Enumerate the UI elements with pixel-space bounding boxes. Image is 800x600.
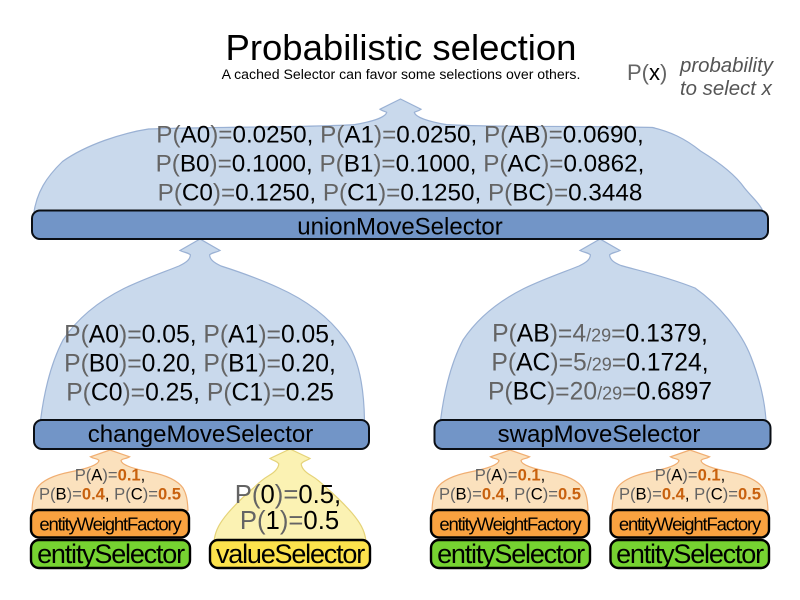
- svg-text:entityWeightFactory: entityWeightFactory: [439, 514, 582, 535]
- svg-text:P(0)=0.5,: P(0)=0.5,: [235, 481, 341, 509]
- svg-text:P(C0)=0.25, P(C1)=0.25: P(C0)=0.25, P(C1)=0.25: [66, 380, 334, 407]
- svg-text:P(A0)=0.0250, P(A1)=0.0250, P(: P(A0)=0.0250, P(A1)=0.0250, P(AB)=0.0690…: [156, 122, 643, 149]
- svg-text:P(AB)=4/29=0.1379,: P(AB)=4/29=0.1379,: [492, 321, 708, 348]
- svg-text:entityWeightFactory: entityWeightFactory: [619, 514, 762, 535]
- svg-text:to select x: to select x: [680, 78, 773, 100]
- svg-text:P(A)=0.1,: P(A)=0.1,: [475, 466, 546, 485]
- svg-text:Probabilistic selection: Probabilistic selection: [226, 27, 577, 68]
- svg-text:P(B)=0.4, P(C)=0.5: P(B)=0.4, P(C)=0.5: [39, 485, 181, 504]
- svg-text:entitySelector: entitySelector: [37, 539, 185, 569]
- svg-text:swapMoveSelector: swapMoveSelector: [498, 421, 701, 448]
- svg-text:P(A0)=0.05, P(A1)=0.05,: P(A0)=0.05, P(A1)=0.05,: [64, 322, 336, 349]
- svg-text:unionMoveSelector: unionMoveSelector: [297, 214, 502, 241]
- svg-text:P(x): P(x): [627, 60, 667, 85]
- svg-text:entityWeightFactory: entityWeightFactory: [39, 514, 182, 535]
- svg-text:P(1)=0.5: P(1)=0.5: [240, 507, 339, 535]
- svg-text:entitySelector: entitySelector: [437, 539, 585, 569]
- svg-text:P(B)=0.4, P(C)=0.5: P(B)=0.4, P(C)=0.5: [439, 485, 581, 504]
- svg-text:valueSelector: valueSelector: [216, 539, 365, 569]
- svg-text:changeMoveSelector: changeMoveSelector: [88, 421, 313, 448]
- svg-text:P(A)=0.1,: P(A)=0.1,: [75, 466, 146, 485]
- svg-text:P(AC)=5/29=0.1724,: P(AC)=5/29=0.1724,: [491, 350, 708, 377]
- svg-text:A cached Selector can favor so: A cached Selector can favor some selecti…: [222, 66, 581, 82]
- svg-text:P(B0)=0.1000, P(B1)=0.1000, P(: P(B0)=0.1000, P(B1)=0.1000, P(AC)=0.0862…: [156, 151, 645, 178]
- svg-text:P(B)=0.4, P(C)=0.5: P(B)=0.4, P(C)=0.5: [619, 485, 761, 504]
- svg-text:P(C0)=0.1250, P(C1)=0.1250, P(: P(C0)=0.1250, P(C1)=0.1250, P(BC)=0.3448: [158, 180, 643, 207]
- svg-text:P(BC)=20/29=0.6897: P(BC)=20/29=0.6897: [488, 379, 712, 406]
- svg-text:P(A)=0.1,: P(A)=0.1,: [655, 466, 726, 485]
- svg-text:P(B0)=0.20, P(B1)=0.20,: P(B0)=0.20, P(B1)=0.20,: [64, 351, 336, 378]
- svg-text:entitySelector: entitySelector: [616, 539, 764, 569]
- svg-text:probability: probability: [679, 55, 775, 77]
